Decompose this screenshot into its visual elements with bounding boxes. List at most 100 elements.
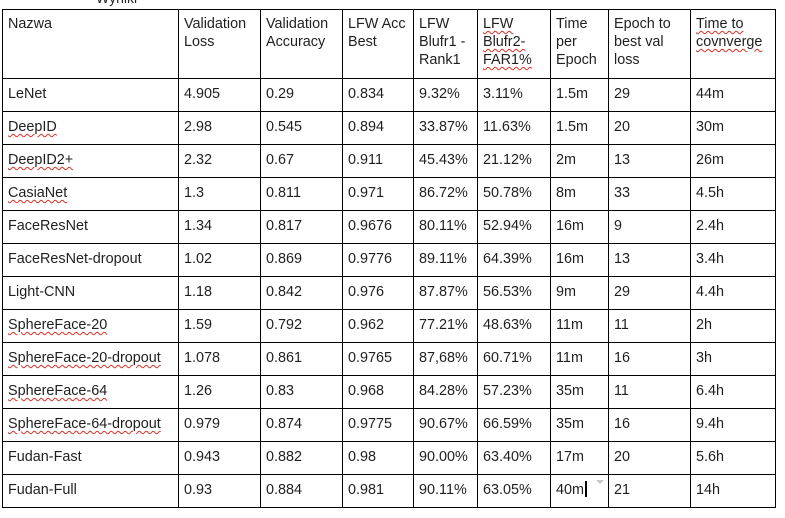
table-cell[interactable]: 1.5m [550,78,609,112]
table-cell[interactable]: 60.71% [477,342,551,376]
table-cell[interactable]: 35m [550,375,609,409]
table-cell[interactable]: 1.18 [178,276,261,310]
model-name-cell[interactable]: DeepID [2,111,179,145]
table-cell[interactable]: 0.792 [260,309,343,343]
table-cell[interactable]: 11m [550,342,609,376]
table-cell[interactable]: 35m [550,408,609,442]
table-cell[interactable]: 64.39% [477,243,551,277]
column-header[interactable]: Nazwa [2,9,179,79]
table-cell[interactable]: 90.67% [413,408,478,442]
table-cell[interactable]: 0.971 [342,177,414,211]
table-cell[interactable]: 13 [608,144,691,178]
table-cell[interactable]: 5.6h [690,441,776,475]
table-cell[interactable]: 1.5m [550,111,609,145]
table-cell[interactable]: 45.43% [413,144,478,178]
model-name-cell[interactable]: FaceResNet-dropout [2,243,179,277]
model-name-cell[interactable]: CasiaNet [2,177,179,211]
table-cell[interactable]: 11m [550,309,609,343]
table-cell[interactable]: 16m [550,210,609,244]
table-cell[interactable]: 2.32 [178,144,261,178]
table-cell[interactable]: 26m [690,144,776,178]
model-name-cell[interactable]: SphereFace-64-dropout [2,408,179,442]
table-cell[interactable]: 16 [608,408,691,442]
column-header[interactable]: Validation Loss [178,9,261,79]
table-cell[interactable]: 0.9765 [342,342,414,376]
table-cell[interactable]: 3.11% [477,78,551,112]
table-cell[interactable]: 0.811 [260,177,343,211]
table-cell[interactable]: 2h [690,309,776,343]
table-cell[interactable]: 9 [608,210,691,244]
table-cell[interactable]: 57.23% [477,375,551,409]
table-cell[interactable]: 0.962 [342,309,414,343]
table-cell[interactable]: 56.53% [477,276,551,310]
table-cell[interactable]: 30m [690,111,776,145]
table-cell[interactable]: 33 [608,177,691,211]
table-cell[interactable]: 33.87% [413,111,478,145]
model-name-cell[interactable]: LeNet [2,78,179,112]
column-header[interactable]: LFW Blufr2-FAR1% [477,9,551,79]
table-cell[interactable]: 0.976 [342,276,414,310]
table-cell[interactable]: 0.894 [342,111,414,145]
table-cell[interactable]: 9m [550,276,609,310]
table-cell[interactable]: 13 [608,243,691,277]
table-cell[interactable]: 11 [608,375,691,409]
table-cell[interactable]: 0.979 [178,408,261,442]
table-cell[interactable]: 90.11% [413,474,478,508]
table-cell[interactable]: 0.842 [260,276,343,310]
table-cell[interactable]: 0.943 [178,441,261,475]
model-name-cell[interactable]: SphereFace-64 [2,375,179,409]
table-cell[interactable]: 11.63% [477,111,551,145]
table-cell[interactable]: 0.545 [260,111,343,145]
model-name-cell[interactable]: SphereFace-20 [2,309,179,343]
table-cell[interactable]: 0.98 [342,441,414,475]
table-cell[interactable]: 2.4h [690,210,776,244]
table-cell[interactable]: 16m [550,243,609,277]
table-cell[interactable]: 29 [608,276,691,310]
column-header[interactable]: Validation Accuracy [260,9,343,79]
table-cell[interactable]: 4.905 [178,78,261,112]
column-header[interactable]: Time to covnverge [690,9,776,79]
column-header[interactable]: Epoch to best val loss [608,9,691,79]
table-cell[interactable]: 1.3 [178,177,261,211]
table-cell[interactable]: 29 [608,78,691,112]
table-cell[interactable]: 21 [608,474,691,508]
table-cell[interactable]: 0.861 [260,342,343,376]
table-cell[interactable]: 9.32% [413,78,478,112]
table-cell[interactable]: 89.11% [413,243,478,277]
table-cell[interactable]: 40m [550,474,609,508]
model-name-cell[interactable]: DeepID2+ [2,144,179,178]
table-cell[interactable]: 9.4h [690,408,776,442]
table-cell[interactable]: 50.78% [477,177,551,211]
model-name-cell[interactable]: Fudan-Fast [2,441,179,475]
table-cell[interactable]: 3h [690,342,776,376]
table-cell[interactable]: 0.67 [260,144,343,178]
column-header[interactable]: Time per Epoch [550,9,609,79]
table-cell[interactable]: 0.29 [260,78,343,112]
table-cell[interactable]: 87.87% [413,276,478,310]
model-name-cell[interactable]: Light-CNN [2,276,179,310]
table-cell[interactable]: 52.94% [477,210,551,244]
table-cell[interactable]: 0.817 [260,210,343,244]
table-cell[interactable]: 86.72% [413,177,478,211]
table-cell[interactable]: 84.28% [413,375,478,409]
table-cell[interactable]: 44m [690,78,776,112]
table-cell[interactable]: 17m [550,441,609,475]
column-header[interactable]: LFW Blufr1 -Rank1 [413,9,478,79]
table-cell[interactable]: 6.4h [690,375,776,409]
table-cell[interactable]: 1.078 [178,342,261,376]
table-cell[interactable]: 77.21% [413,309,478,343]
table-cell[interactable]: 0.93 [178,474,261,508]
table-cell[interactable]: 1.02 [178,243,261,277]
table-cell[interactable]: 63.05% [477,474,551,508]
table-cell[interactable]: 1.26 [178,375,261,409]
table-cell[interactable]: 14h [690,474,776,508]
table-cell[interactable]: 16 [608,342,691,376]
table-cell[interactable]: 0.882 [260,441,343,475]
table-cell[interactable]: 0.981 [342,474,414,508]
model-name-cell[interactable]: Fudan-Full [2,474,179,508]
table-cell[interactable]: 0.911 [342,144,414,178]
table-cell[interactable]: 48.63% [477,309,551,343]
table-cell[interactable]: 87,68% [413,342,478,376]
table-cell[interactable]: 2m [550,144,609,178]
table-cell[interactable]: 1.34 [178,210,261,244]
